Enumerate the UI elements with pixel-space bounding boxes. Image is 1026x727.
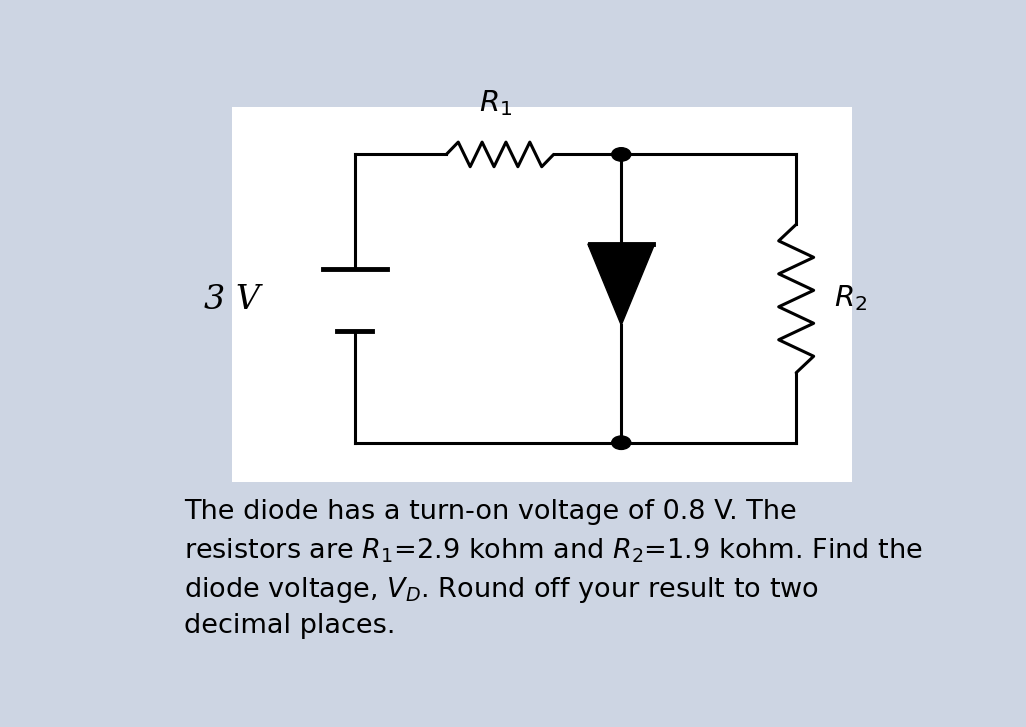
Text: The diode has a turn-on voltage of 0.8 V. The: The diode has a turn-on voltage of 0.8 V…	[184, 499, 796, 525]
Text: resistors are $R_1$=2.9 kohm and $R_2$=1.9 kohm. Find the: resistors are $R_1$=2.9 kohm and $R_2$=1…	[184, 537, 922, 566]
Text: diode voltage, $V_D$. Round off your result to two: diode voltage, $V_D$. Round off your res…	[184, 575, 819, 605]
Circle shape	[611, 148, 631, 161]
Text: 3 V: 3 V	[204, 284, 260, 316]
Circle shape	[611, 436, 631, 449]
Bar	[232, 107, 852, 482]
Text: $R_1$: $R_1$	[479, 88, 513, 118]
Polygon shape	[588, 244, 655, 325]
Text: $R_2$: $R_2$	[834, 284, 867, 313]
Text: decimal places.: decimal places.	[184, 613, 395, 639]
